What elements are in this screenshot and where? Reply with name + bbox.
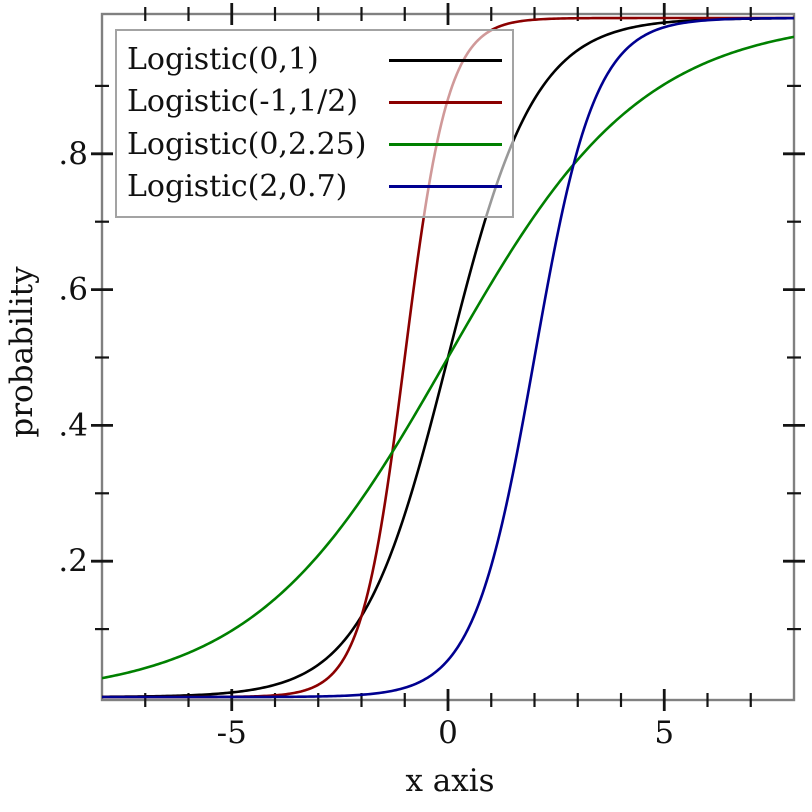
y-tick-label: .8 [58,136,88,172]
x-axis-title: x axis [405,763,494,799]
legend-item-label: Logistic(0,2.25) [127,126,367,162]
y-tick-label: .6 [58,272,88,308]
legend-item: Logistic(2,0.7) [127,168,504,204]
tick-labels: -5 0 5 .2 .4 .6 .8 [58,136,674,751]
legend: Logistic(0,1) Logistic(-1,1/2) Logistic(… [115,29,514,218]
legend-swatch-line [389,143,502,147]
curve-Logistic(0,2.25) [102,35,794,680]
legend-item: Logistic(0,2.25) [127,126,504,162]
legend-item: Logistic(-1,1/2) [127,87,504,117]
x-tick-label: 0 [438,715,458,751]
x-tick-label: -5 [217,715,247,751]
legend-swatch-line [389,100,502,104]
legend-item-label: Logistic(-1,1/2) [127,84,359,120]
legend-item: Logistic(0,1) [127,45,504,75]
legend-item-label: Logistic(2,0.7) [127,168,348,204]
legend-swatch-line [389,58,502,62]
legend-item-label: Logistic(0,1) [127,42,319,78]
x-tick-label: 5 [654,715,674,751]
y-tick-label: .4 [58,407,88,443]
legend-swatch-line [389,185,502,189]
y-tick-label: .2 [58,543,88,579]
axis-ticks [91,3,805,711]
curve-Logistic(2,0.7) [102,16,794,699]
y-axis-title: probability [4,266,40,438]
